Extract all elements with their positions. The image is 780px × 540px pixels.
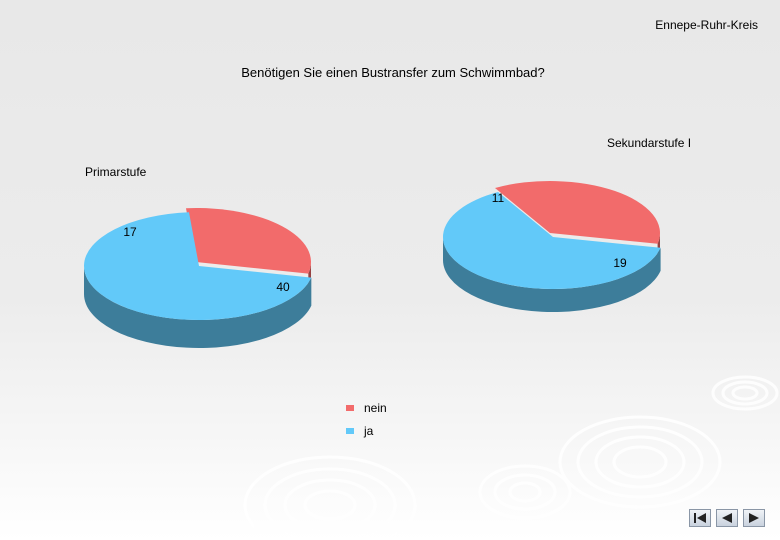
pie-side-ja	[84, 266, 312, 348]
legend-item-ja: ja	[346, 419, 387, 442]
chart-title: Benötigen Sie einen Bustransfer zum Schw…	[241, 65, 545, 80]
pie-slice-ja	[443, 191, 661, 289]
data-label-ja: 19	[613, 256, 627, 270]
first-page-button[interactable]	[689, 509, 711, 527]
pie-side-ja	[443, 237, 661, 312]
pie-sekundarstufe: 11 19	[443, 181, 661, 312]
pie-slice-ja	[83, 212, 312, 320]
legend-label-nein: nein	[364, 400, 387, 415]
legend-item-nein: nein	[346, 396, 387, 419]
legend-swatch-nein	[346, 404, 354, 411]
next-page-icon	[749, 513, 759, 523]
data-label-ja: 40	[276, 280, 290, 294]
previous-page-icon	[722, 513, 732, 523]
legend: nein ja	[346, 396, 387, 442]
legend-swatch-ja	[346, 427, 354, 434]
pie-slice-nein	[495, 181, 661, 244]
organization-name: Ennepe-Ruhr-Kreis	[655, 18, 758, 32]
pie-label-primarstufe: Primarstufe	[85, 165, 147, 179]
pie-label-sekundarstufe: Sekundarstufe I	[607, 136, 692, 150]
pie-slice-nein	[185, 208, 311, 274]
first-page-icon	[694, 513, 706, 523]
data-label-nein: 11	[492, 191, 505, 205]
previous-page-button[interactable]	[716, 509, 738, 527]
slide-navigation	[689, 509, 765, 527]
data-label-nein: 17	[123, 225, 137, 239]
legend-label-ja: ja	[364, 423, 374, 438]
next-page-button[interactable]	[743, 509, 765, 527]
